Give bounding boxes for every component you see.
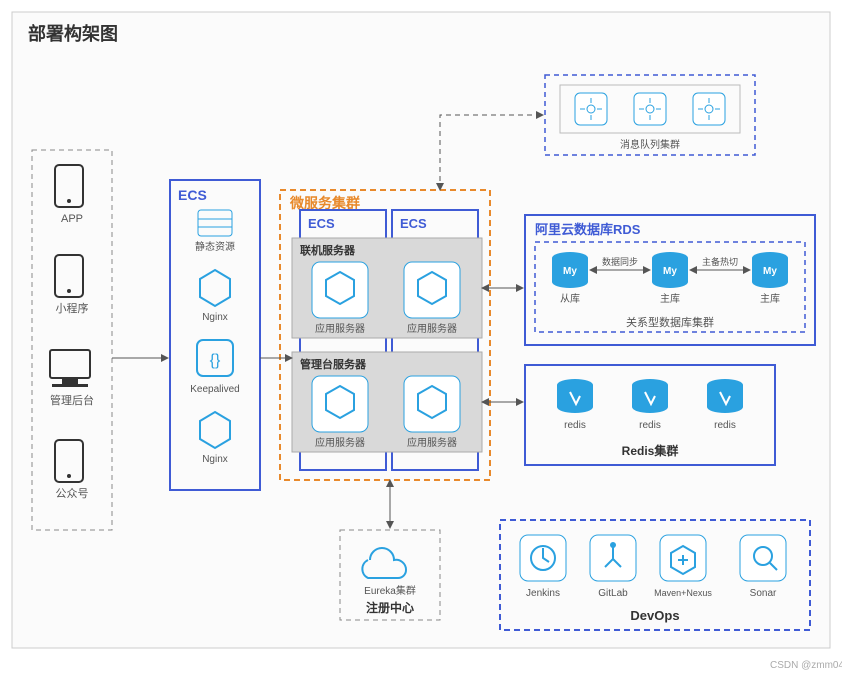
svg-text:Sonar: Sonar (750, 588, 777, 599)
architecture-diagram: 部署构架图 APP 小程序 管理后台 公众号 ECS 静态资源 Nginx {}… (0, 0, 842, 685)
svg-text:关系型数据库集群: 关系型数据库集群 (626, 315, 714, 329)
svg-text:应用服务器: 应用服务器 (315, 322, 365, 335)
svg-text:主库: 主库 (760, 292, 780, 305)
devops-tool: Jenkins (520, 535, 566, 599)
svg-text:GitLab: GitLab (598, 588, 628, 599)
ecs-title: ECS (178, 187, 207, 203)
svg-text:数据同步: 数据同步 (602, 256, 638, 267)
svg-text:Jenkins: Jenkins (526, 588, 560, 599)
svg-text:应用服务器: 应用服务器 (407, 436, 457, 449)
svg-text:{}: {} (210, 352, 221, 369)
svg-text:应用服务器: 应用服务器 (407, 322, 457, 335)
app-server-icon: 应用服务器 (404, 262, 460, 335)
mq-icon (693, 93, 725, 125)
svg-text:主库: 主库 (660, 292, 680, 305)
diagram-title: 部署构架图 (28, 23, 118, 44)
mq-icon (575, 93, 607, 125)
app-server-icon: 应用服务器 (404, 376, 460, 449)
svg-text:Nginx: Nginx (202, 454, 228, 465)
svg-text:ECS: ECS (400, 216, 427, 231)
svg-text:应用服务器: 应用服务器 (315, 436, 365, 449)
svg-text:Nginx: Nginx (202, 312, 228, 323)
svg-text:公众号: 公众号 (56, 487, 89, 500)
svg-text:redis: redis (714, 420, 736, 431)
svg-text:管理台服务器: 管理台服务器 (300, 357, 367, 371)
svg-text:ECS: ECS (308, 216, 335, 231)
svg-text:My: My (563, 266, 577, 277)
svg-text:Redis集群: Redis集群 (622, 443, 679, 458)
devops-tool: Maven+Nexus (654, 535, 712, 598)
micro-title: 微服务集群 (289, 195, 360, 211)
svg-text:消息队列集群: 消息队列集群 (620, 138, 680, 151)
app-server-icon: 应用服务器 (312, 376, 368, 449)
watermark: CSDN @zmm0420 (770, 660, 842, 671)
svg-text:静态资源: 静态资源 (195, 240, 235, 253)
mq-icon (634, 93, 666, 125)
svg-text:APP: APP (61, 213, 83, 225)
app-server-icon: 应用服务器 (312, 262, 368, 335)
svg-text:主备热切: 主备热切 (702, 256, 738, 267)
svg-text:redis: redis (564, 420, 586, 431)
svg-text:DevOps: DevOps (630, 608, 679, 623)
svg-text:联机服务器: 联机服务器 (300, 243, 356, 257)
svg-text:Maven+Nexus: Maven+Nexus (654, 588, 712, 598)
svg-text:Keepalived: Keepalived (190, 384, 239, 395)
svg-text:小程序: 小程序 (56, 301, 89, 315)
svg-text:管理后台: 管理后台 (50, 393, 94, 407)
svg-text:Eureka集群: Eureka集群 (364, 584, 416, 597)
svg-text:My: My (663, 266, 677, 277)
svg-text:注册中心: 注册中心 (366, 600, 414, 615)
svg-text:从库: 从库 (560, 292, 580, 305)
svg-text:My: My (763, 266, 777, 277)
svg-text:redis: redis (639, 420, 661, 431)
svg-text:阿里云数据库RDS: 阿里云数据库RDS (535, 222, 641, 237)
